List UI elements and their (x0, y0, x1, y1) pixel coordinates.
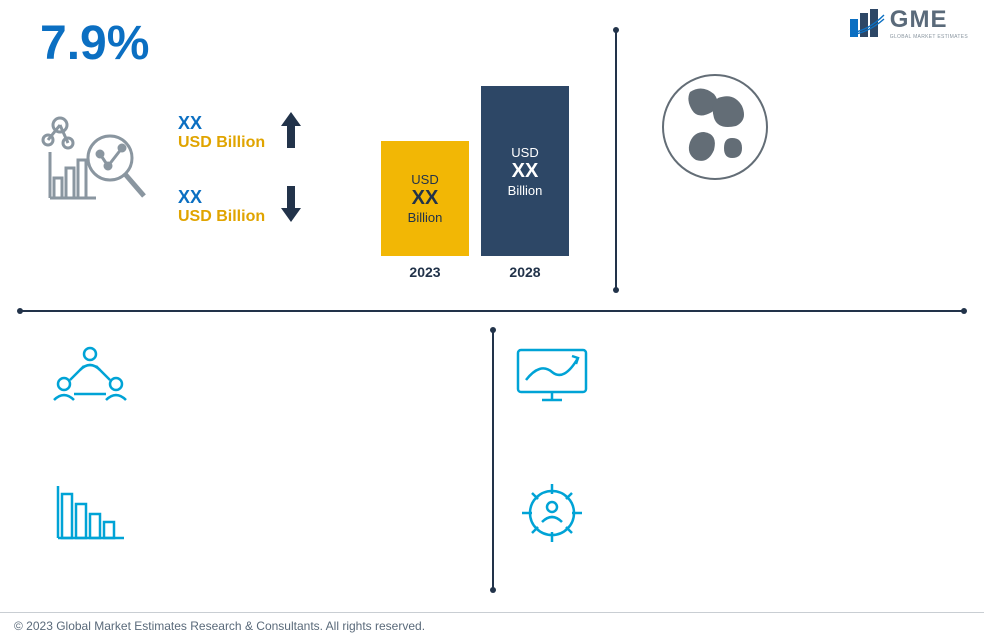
cell-monitor (492, 330, 954, 466)
monitor-trend-icon (512, 344, 592, 410)
logo-subtitle: GLOBAL MARKET ESTIMATES (890, 34, 968, 40)
cell-bars (30, 466, 492, 602)
infographic-canvas: GME GLOBAL MARKET ESTIMATES 7.9% XX USD … (0, 0, 984, 641)
analysis-icon (40, 110, 150, 210)
cagr-block: 7.9% (40, 20, 149, 68)
indicator-up: XX USD Billion (178, 110, 303, 156)
cell-target (492, 466, 954, 602)
bar-2023: USD XX Billion (381, 141, 469, 256)
bar-2028-wrap: USD XX Billion 2028 (480, 86, 570, 280)
bar-2028-year: 2028 (509, 264, 540, 280)
bar-2028: USD XX Billion (481, 86, 569, 256)
bar-2023-unit: Billion (408, 210, 443, 225)
horizontal-divider (20, 310, 964, 312)
indicator-up-unit: USD Billion (178, 133, 265, 152)
bar-2028-unit: Billion (508, 183, 543, 198)
brand-logo: GME GLOBAL MARKET ESTIMATES (850, 6, 968, 40)
cell-people (30, 330, 492, 466)
indicator-down-value: XX (178, 188, 265, 208)
arrow-down-icon (279, 184, 303, 230)
logo-mark-icon (850, 9, 886, 37)
bar-2028-currency: USD (511, 145, 538, 160)
bar-2023-value: XX (412, 187, 439, 210)
bar-2028-value: XX (512, 160, 539, 183)
vertical-divider-top (615, 30, 617, 290)
indicator-block: XX USD Billion XX USD Billion (178, 110, 303, 258)
indicator-up-value: XX (178, 114, 265, 134)
bar-2023-currency: USD (411, 172, 438, 187)
logo-text: GME (890, 6, 968, 34)
bar-2023-year: 2023 (409, 264, 440, 280)
indicator-down-unit: USD Billion (178, 207, 265, 226)
indicator-down: XX USD Billion (178, 184, 303, 230)
globe-icon (660, 72, 770, 182)
footer-divider (0, 612, 984, 613)
footer-copyright: © 2023 Global Market Estimates Research … (14, 619, 425, 633)
bar-chart: USD XX Billion 2023 USD XX Billion 2028 (380, 95, 580, 280)
declining-bars-icon (50, 480, 130, 546)
target-person-icon (512, 480, 592, 546)
arrow-up-icon (279, 110, 303, 156)
people-network-icon (50, 344, 130, 410)
cagr-value: 7.9% (40, 20, 149, 68)
bar-2023-wrap: USD XX Billion 2023 (380, 141, 470, 280)
vertical-divider-bottom (492, 330, 494, 590)
